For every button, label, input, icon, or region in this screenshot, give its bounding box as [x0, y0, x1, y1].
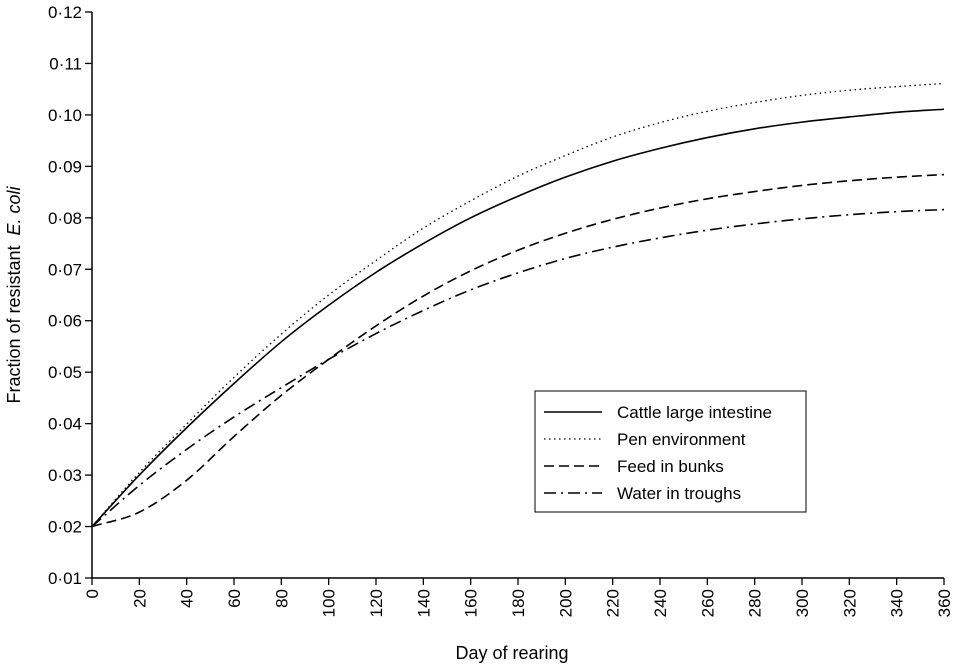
legend-label-feed-in-bunks: Feed in bunks: [617, 457, 724, 476]
x-tick-label: 140: [414, 589, 433, 617]
legend-label-pen-environment: Pen environment: [617, 430, 746, 449]
y-tick-label: 0·01: [48, 569, 82, 588]
x-tick-label: 100: [320, 589, 339, 617]
y-tick-label: 0·08: [48, 209, 82, 228]
y-tick-label: 0·11: [49, 54, 82, 73]
y-axis-title-main: Fraction of resistant: [4, 245, 24, 403]
x-tick-label: 280: [746, 589, 765, 617]
x-axis-title: Day of rearing: [455, 643, 568, 663]
y-tick-label: 0·03: [48, 466, 82, 485]
y-tick-label: 0·04: [48, 415, 82, 434]
y-tick-label: 0·06: [48, 312, 82, 331]
y-tick-label: 0·05: [48, 363, 82, 382]
y-tick-label: 0·12: [48, 3, 82, 22]
y-tick-label: 0·02: [48, 518, 82, 537]
legend-label-cattle-large-intestine: Cattle large intestine: [617, 403, 772, 422]
y-tick-label: 0·10: [48, 106, 82, 125]
x-tick-label: 160: [462, 589, 481, 617]
legend-label-water-in-troughs: Water in troughs: [617, 484, 741, 503]
x-ticks: 0 20 40 60 80 100 120 140 160 180 200 220 240 260 280 3…: [83, 578, 954, 617]
x-tick-label: 0: [83, 589, 102, 598]
y-ticks: 0·01 0·02 0·03 0·04 0·05 0·06 0·07 0·08 0·09 0·10…: [48, 3, 92, 588]
x-tick-label: 200: [556, 589, 575, 617]
x-tick-label: 80: [272, 589, 291, 608]
y-tick-label: 0·09: [48, 157, 82, 176]
series-line-pen-environment: [91, 82, 945, 527]
x-tick-label: 220: [604, 589, 623, 617]
x-tick-label: 240: [651, 589, 670, 617]
x-tick-label: 360: [935, 589, 954, 617]
axes: [91, 12, 944, 579]
x-tick-label: 40: [178, 589, 197, 608]
legend-box: [534, 390, 807, 513]
x-tick-label: 300: [793, 589, 812, 617]
x-tick-label: 340: [888, 589, 907, 617]
legend-items: Cattle large intestine Pen environment Fee…: [544, 403, 772, 503]
series-line-feed-in-bunks: [91, 173, 945, 528]
x-tick-label: 20: [130, 589, 149, 608]
x-tick-label: 320: [840, 589, 859, 617]
series-line-cattle-large-intestine: [91, 108, 945, 528]
y-axis-title: Fraction of resistant E. coli: [4, 185, 24, 403]
series-line-water-in-troughs: [91, 208, 945, 528]
x-tick-label: 180: [509, 589, 528, 617]
x-tick-label: 260: [698, 589, 717, 617]
x-tick-label: 60: [225, 589, 244, 608]
y-tick-label: 0·07: [48, 260, 82, 279]
series-lines: [91, 82, 945, 528]
legend: Cattle large intestine Pen environment Fee…: [534, 390, 807, 513]
x-tick-label: 120: [367, 589, 386, 617]
y-axis-title-italic: E. coli: [4, 185, 24, 235]
